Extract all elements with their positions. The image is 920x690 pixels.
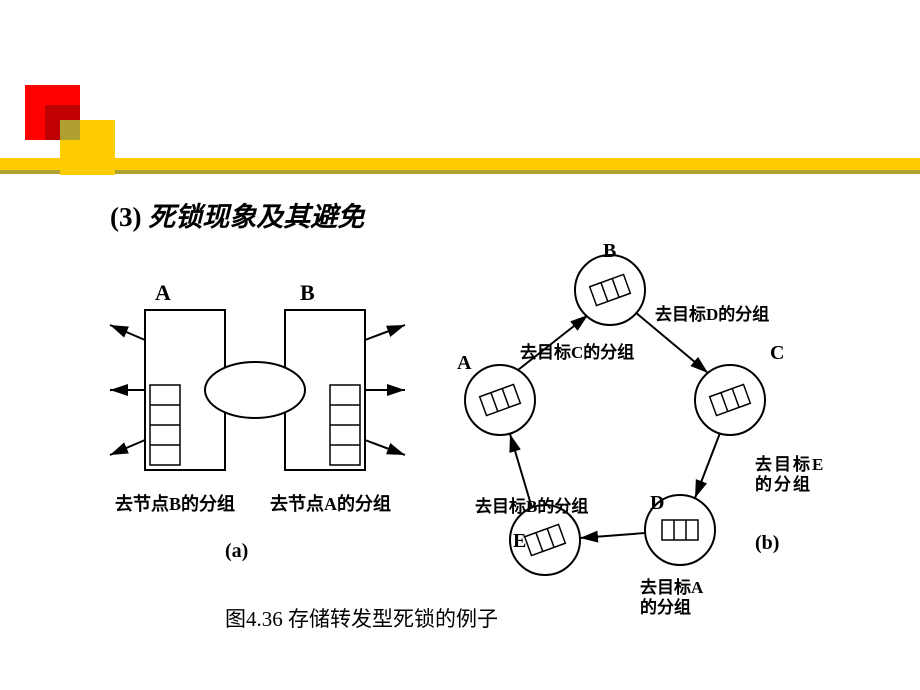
- diagram-a-caption-A: 去节点B的分组: [115, 490, 235, 516]
- edge-label-AB: 去目标C的分组: [520, 338, 634, 363]
- header-decoration: [0, 0, 920, 200]
- title-number: (3): [110, 202, 141, 232]
- figure-caption: 图4.36 存储转发型死锁的例子: [225, 603, 498, 633]
- node-label-B: B: [603, 240, 616, 263]
- diagram-b-sublabel: (b): [755, 532, 779, 555]
- node-B: [575, 255, 645, 325]
- edge-CD-line2: 的分组: [755, 475, 825, 495]
- node-label-E: E: [513, 530, 526, 553]
- sublabel-text-a: (a): [225, 540, 248, 563]
- edge-label-DE: 去目标A 的分组: [640, 578, 703, 619]
- diagram-a-label-A: A: [155, 280, 171, 306]
- diagram-a-caption-B: 去节点A的分组: [270, 490, 391, 516]
- node-label-D: D: [650, 492, 664, 515]
- node-A: [465, 365, 535, 435]
- edge-label-CD: 去目标E 的分组: [755, 455, 825, 496]
- edge-DE-line2: 的分组: [640, 598, 703, 618]
- node-label-A: A: [457, 352, 471, 375]
- edge-label-EA: 去目标B的分组: [475, 492, 588, 517]
- diagram-b: [450, 240, 870, 620]
- edge-label-BC: 去目标D的分组: [655, 300, 769, 325]
- edge-DE-line1: 去目标A: [640, 578, 703, 598]
- diagram-a-label-B: B: [300, 280, 315, 306]
- node-C: [695, 365, 765, 435]
- node-label-C: C: [770, 342, 784, 365]
- slide-title: (3) 死锁现象及其避免: [110, 195, 364, 234]
- diagram-a-sublabel: (a): [225, 540, 248, 563]
- title-text: 死锁现象及其避免: [148, 202, 364, 232]
- edge-CD-line1: 去目标E: [755, 455, 825, 475]
